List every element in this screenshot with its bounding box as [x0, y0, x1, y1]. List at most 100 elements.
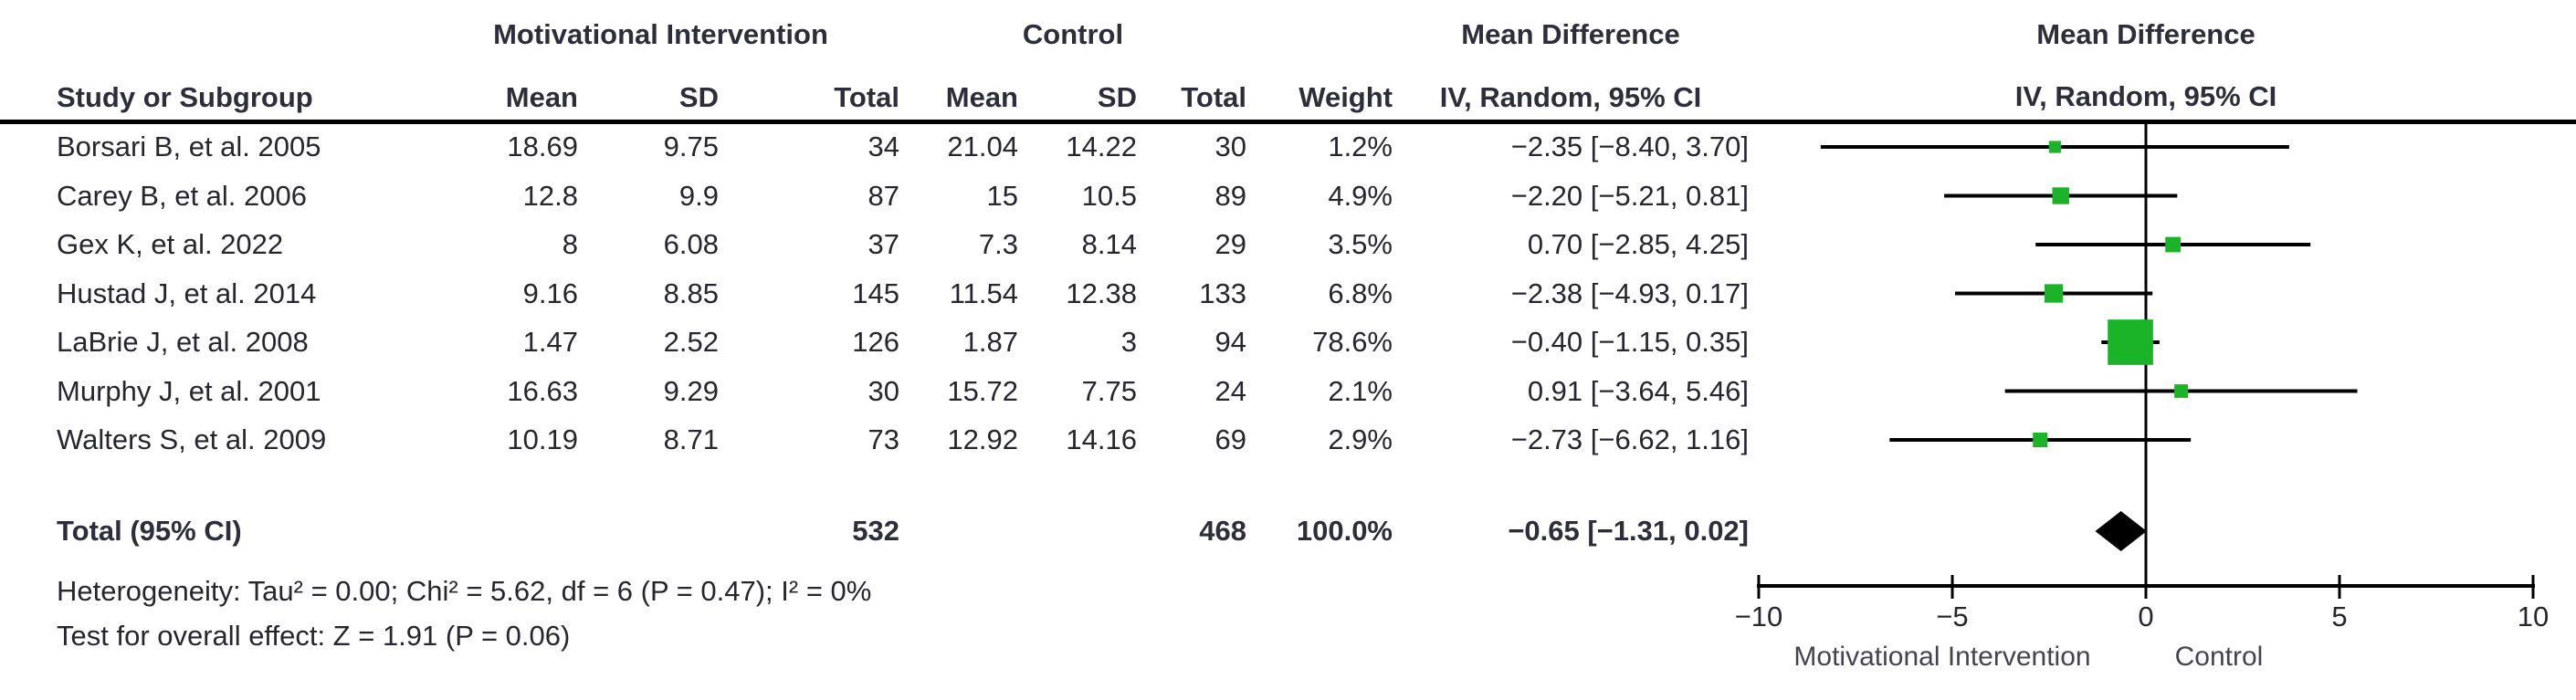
- cell-study: LaBrie J, et al. 2008: [57, 326, 309, 358]
- cell-ci: −2.38 [−4.93, 0.17]: [1510, 277, 1749, 309]
- cell-c-sd: 14.16: [1066, 423, 1137, 455]
- axis-tick-label: −10: [1735, 601, 1783, 632]
- cell-ci: −2.35 [−8.40, 3.70]: [1510, 131, 1749, 162]
- group-header-row: Motivational Intervention Control Mean D…: [0, 18, 2576, 53]
- table-row: Carey B, et al. 2006 12.8 9.9 87 15 10.5 89 4.9…: [0, 178, 1753, 214]
- cell-c-mean: 1.87: [962, 326, 1018, 358]
- cell-study: Carey B, et al. 2006: [57, 179, 307, 212]
- header-divider-line: [0, 120, 2576, 124]
- effect-square: [2108, 319, 2153, 365]
- cell-mi-sd: 9.9: [678, 179, 719, 212]
- col-header-c-sd: SD: [1097, 81, 1137, 113]
- cell-mi-total: 145: [852, 277, 899, 309]
- total-mi-total: 532: [852, 515, 899, 547]
- cell-c-total: 24: [1214, 374, 1246, 407]
- cell-mi-mean: 18.69: [507, 131, 578, 162]
- cell-c-total: 29: [1214, 228, 1246, 260]
- cell-ci: 0.70 [−2.85, 4.25]: [1527, 228, 1749, 260]
- cell-study: Walters S, et al. 2009: [57, 423, 327, 455]
- cell-study: Gex K, et al. 2022: [57, 228, 284, 260]
- cell-weight: 4.9%: [1328, 179, 1393, 212]
- table-row: Borsari B, et al. 2005 18.69 9.75 34 21.04 14…: [0, 129, 1753, 165]
- favours-right-label: Control: [2175, 642, 2264, 672]
- cell-weight: 2.9%: [1328, 423, 1393, 455]
- total-weight: 100.0%: [1296, 515, 1393, 547]
- col-header-weight: Weight: [1299, 81, 1393, 113]
- cell-weight: 2.1%: [1328, 374, 1393, 407]
- total-c-total: 468: [1199, 515, 1246, 547]
- table-row: Walters S, et al. 2009 10.19 8.71 73 12.92 14…: [0, 422, 1753, 458]
- axis-tick-label: 5: [2331, 601, 2347, 632]
- cell-mi-total: 30: [867, 374, 899, 407]
- axis-tick-label: 10: [2518, 601, 2549, 632]
- cell-c-total: 133: [1199, 277, 1246, 309]
- effect-square: [2165, 236, 2182, 253]
- cell-c-mean: 11.54: [949, 277, 1018, 309]
- cell-c-sd: 8.14: [1081, 228, 1137, 260]
- cell-mi-mean: 9.16: [522, 277, 578, 309]
- cell-ci: 0.91 [−3.64, 5.46]: [1527, 374, 1749, 407]
- effect-square: [2174, 384, 2188, 398]
- total-diamond: [2095, 511, 2147, 551]
- cell-mi-mean: 12.8: [522, 179, 578, 212]
- overall-effect-text: Test for overall effect: Z = 1.91 (P = 0…: [57, 620, 571, 652]
- cell-mi-mean: 10.19: [507, 423, 578, 455]
- cell-mi-total: 34: [867, 131, 899, 162]
- col-header-mi-total: Total: [834, 81, 899, 113]
- cell-c-mean: 21.04: [947, 131, 1018, 162]
- column-header-row: Study or Subgroup Mean SD Total Mean SD …: [0, 80, 2576, 115]
- cell-mi-sd: 6.08: [663, 228, 719, 260]
- cell-weight: 1.2%: [1328, 131, 1393, 162]
- effect-square: [2052, 187, 2069, 204]
- favours-left-label: Motivational Intervention: [1793, 642, 2090, 672]
- cell-mi-sd: 2.52: [663, 326, 719, 358]
- heterogeneity-text: Heterogeneity: Tau² = 0.00; Chi² = 5.62,…: [57, 575, 872, 607]
- group-header-mean-difference: Mean Difference: [1461, 18, 1680, 50]
- cell-mi-total: 73: [867, 423, 899, 455]
- cell-c-sd: 3: [1120, 326, 1137, 358]
- cell-study: Borsari B, et al. 2005: [57, 131, 321, 162]
- plot-header-mean-difference: Mean Difference: [2036, 18, 2255, 50]
- cell-c-mean: 7.3: [978, 228, 1018, 260]
- cell-study: Murphy J, et al. 2001: [57, 374, 321, 407]
- cell-mi-sd: 8.71: [663, 423, 719, 455]
- axis-tick-label: 0: [2138, 601, 2153, 632]
- cell-mi-mean: 1.47: [522, 326, 578, 358]
- cell-mi-total: 87: [867, 179, 899, 212]
- cell-c-sd: 14.22: [1066, 131, 1137, 162]
- cell-mi-mean: 8: [562, 228, 578, 260]
- total-label: Total (95% CI): [57, 515, 242, 547]
- effect-square: [2044, 284, 2064, 303]
- col-header-mi-mean: Mean: [505, 81, 578, 113]
- cell-mi-sd: 9.75: [663, 131, 719, 162]
- cell-weight: 3.5%: [1328, 228, 1393, 260]
- axis-tick-label: −5: [1936, 601, 1968, 632]
- cell-mi-sd: 8.85: [663, 277, 719, 309]
- cell-c-sd: 12.38: [1066, 277, 1137, 309]
- cell-c-mean: 15.72: [947, 374, 1018, 407]
- table-row: Murphy J, et al. 2001 16.63 9.29 30 15.72 7.7…: [0, 373, 1753, 410]
- table-row: Gex K, et al. 2022 8 6.08 37 7.3 8.14 29 3.5% 0.…: [0, 226, 1753, 263]
- cell-c-total: 89: [1214, 179, 1246, 212]
- effect-square: [2033, 432, 2048, 448]
- cell-c-total: 94: [1214, 326, 1246, 358]
- cell-ci: −2.20 [−5.21, 0.81]: [1510, 179, 1749, 212]
- total-row: Total (95% CI) 532 468 100.0% −0.65 [−1.…: [0, 513, 1753, 549]
- group-header-control: Control: [1022, 18, 1124, 50]
- cell-mi-sd: 9.29: [663, 374, 719, 407]
- cell-c-sd: 7.75: [1081, 374, 1137, 407]
- cell-c-total: 30: [1214, 131, 1246, 162]
- col-header-ci: IV, Random, 95% CI: [1439, 81, 1702, 113]
- table-row: Hustad J, et al. 2014 9.16 8.85 145 11.54 12.…: [0, 276, 1753, 312]
- cell-mi-mean: 16.63: [507, 374, 578, 407]
- cell-ci: −2.73 [−6.62, 1.16]: [1510, 423, 1749, 455]
- cell-c-mean: 12.92: [947, 423, 1018, 455]
- group-header-intervention: Motivational Intervention: [493, 18, 828, 50]
- plot-header-ci-method: IV, Random, 95% CI: [2014, 80, 2277, 112]
- cell-c-total: 69: [1214, 423, 1246, 455]
- cell-mi-total: 37: [867, 228, 899, 260]
- cell-c-sd: 10.5: [1081, 179, 1137, 212]
- col-header-study: Study or Subgroup: [57, 81, 313, 113]
